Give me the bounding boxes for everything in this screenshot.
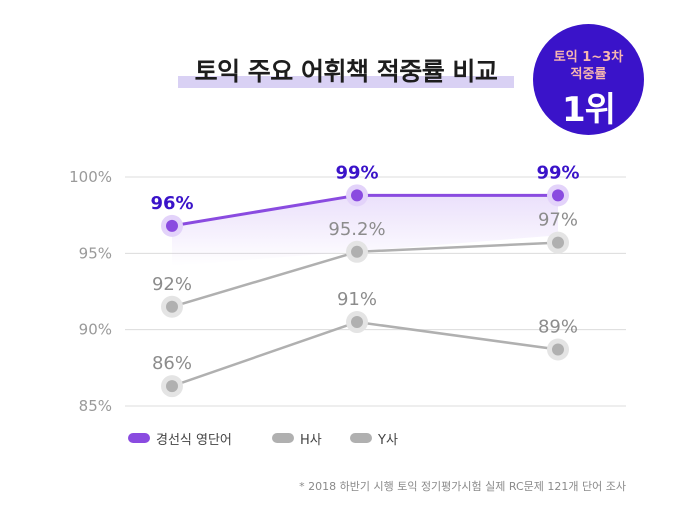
- y-tick-label: 95%: [79, 244, 112, 262]
- data-label: 89%: [538, 317, 578, 338]
- data-label: 99%: [335, 162, 378, 183]
- legend-swatch: [128, 433, 150, 443]
- legend-item-1: H사: [272, 430, 322, 448]
- series-glow: [172, 195, 558, 266]
- legend-label: H사: [300, 432, 322, 448]
- y-tick-label: 100%: [69, 168, 112, 186]
- legend-swatch: [350, 433, 372, 443]
- data-point: [552, 189, 564, 202]
- badge-rank: 1위: [562, 90, 616, 130]
- data-label: 96%: [150, 193, 193, 214]
- data-point: [351, 245, 363, 258]
- data-point: [552, 343, 564, 356]
- data-label: 86%: [152, 353, 192, 374]
- legend-item-0: 경선식 영단어: [128, 430, 232, 448]
- title-highlight: [178, 76, 514, 88]
- legend-label: Y사: [378, 432, 398, 448]
- y-tick-label: 85%: [79, 397, 112, 415]
- data-label: 91%: [337, 289, 377, 310]
- legend-label: 경선식 영단어: [156, 432, 232, 448]
- data-point: [166, 219, 178, 232]
- badge-line2: 적중률: [570, 67, 607, 82]
- data-label: 97%: [538, 210, 578, 231]
- data-point: [552, 236, 564, 249]
- series-line-2: [171, 320, 559, 388]
- chart-title: 토익 주요 어휘책 적중률 비교: [194, 57, 498, 86]
- chart-title-block: 토익 주요 어휘책 적중률 비교: [178, 50, 514, 90]
- legend-item-2: Y사: [350, 430, 398, 448]
- rank-badge: 토익 1~3차 적중률 1위: [533, 24, 644, 135]
- data-point: [351, 316, 363, 329]
- data-label: 92%: [152, 274, 192, 295]
- y-tick-label: 90%: [79, 321, 112, 339]
- data-label: 99%: [536, 162, 579, 183]
- legend-swatch: [272, 433, 294, 443]
- data-label: 95.2%: [328, 219, 385, 240]
- data-point: [166, 300, 178, 313]
- data-point: [166, 380, 178, 393]
- badge-line1: 토익 1~3차: [553, 50, 624, 65]
- footnote: * 2018 하반기 시행 토익 정기평가시험 실제 RC문제 121개 단어 …: [299, 480, 626, 493]
- data-point: [351, 189, 363, 202]
